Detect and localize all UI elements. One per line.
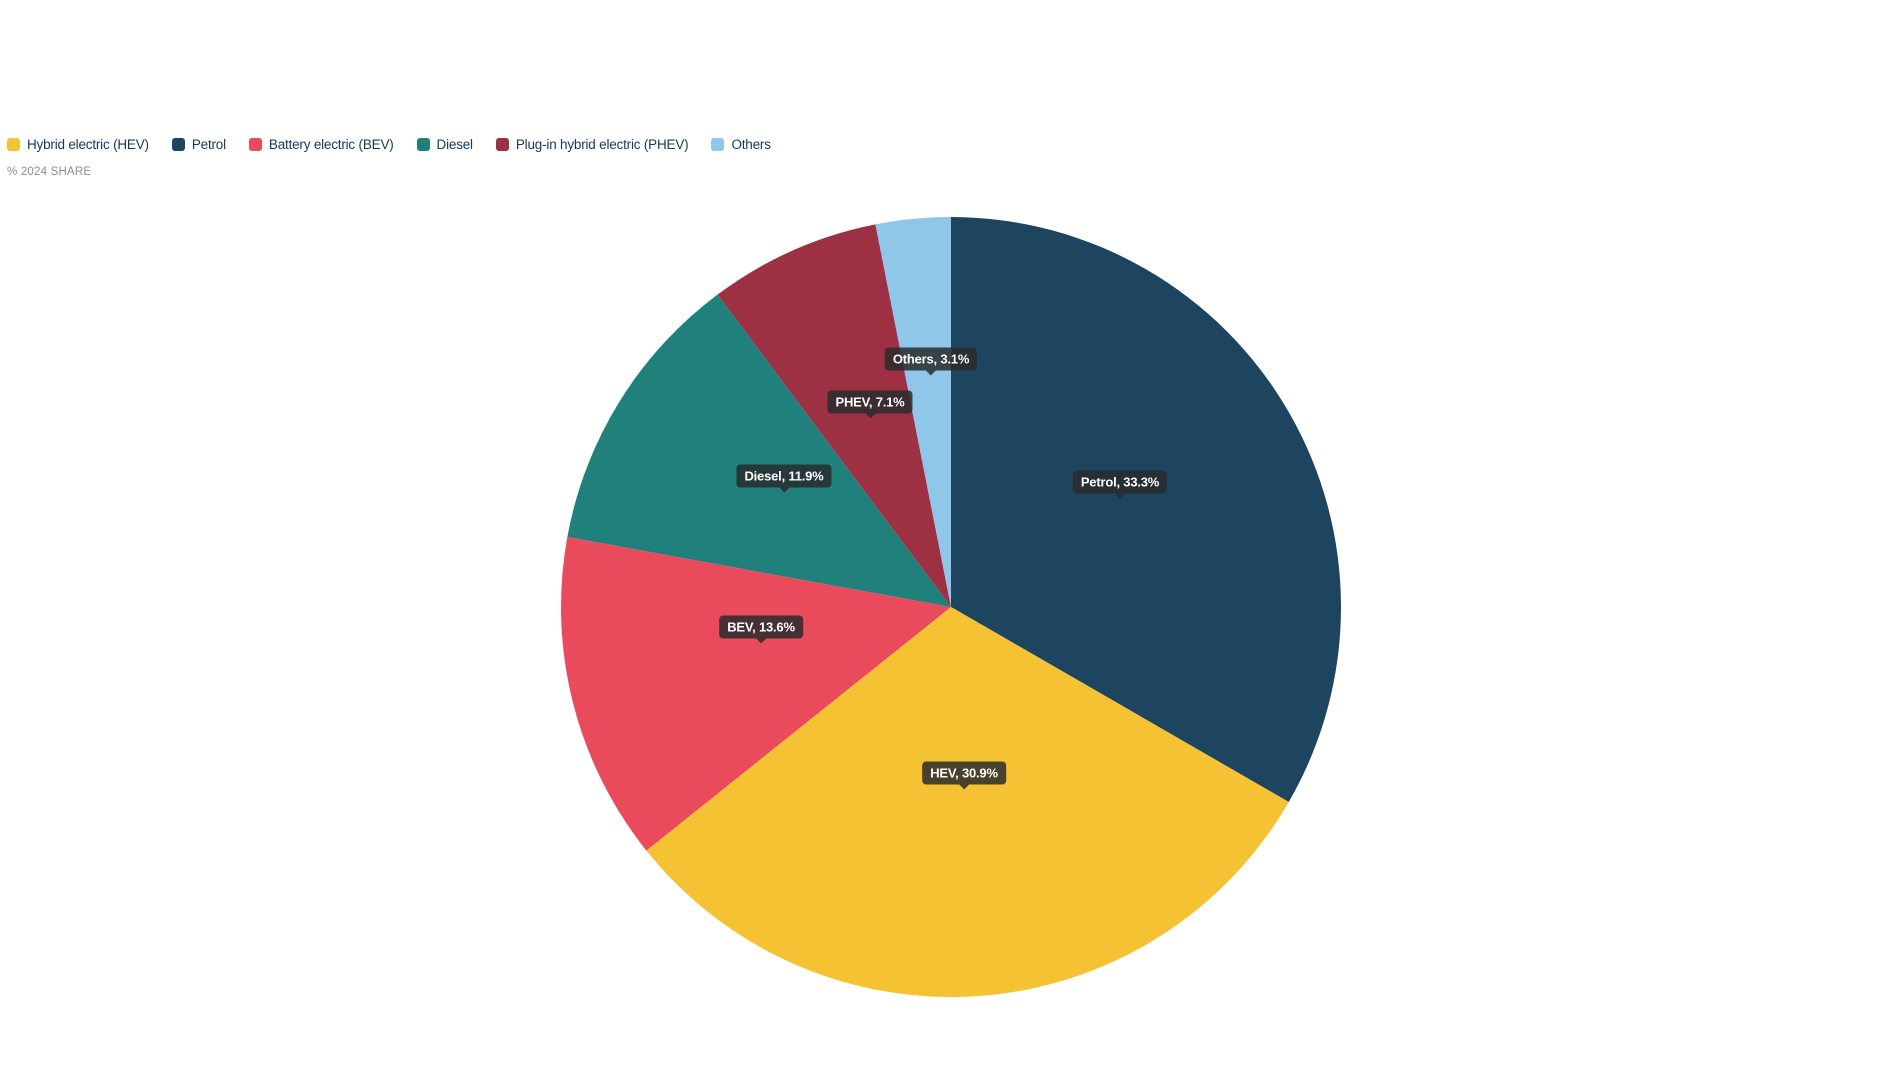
legend-swatch [248, 138, 262, 152]
legend-item-plug-in-hybrid-electric-phev[interactable]: Plug-in hybrid electric (PHEV) [495, 137, 689, 152]
legend-item-label: Others [731, 137, 771, 152]
legend-item-others[interactable]: Others [711, 137, 771, 152]
legend-item-label: Battery electric (BEV) [268, 137, 394, 152]
legend-swatch [171, 138, 185, 152]
legend-swatch [7, 138, 20, 152]
legend-item-label: Diesel [436, 137, 474, 152]
pie-slice-petrol[interactable] [951, 217, 1342, 802]
legend-item-label: Plug-in hybrid electric (PHEV) [515, 137, 689, 152]
chart-subtitle: % 2024 SHARE [7, 166, 92, 178]
legend-item-battery-electric-bev[interactable]: Battery electric (BEV) [248, 137, 394, 152]
pie-slice-diesel[interactable] [567, 294, 951, 607]
legend-item-hybrid-electric-hev[interactable]: Hybrid electric (HEV) [7, 138, 149, 152]
pie-slice-hev[interactable] [646, 607, 1289, 998]
legend-swatch [711, 138, 725, 152]
legend-item-diesel[interactable]: Diesel [416, 137, 474, 152]
legend-swatch [495, 138, 509, 152]
pie-slice-others[interactable] [875, 217, 951, 607]
legend-item-petrol[interactable]: Petrol [171, 137, 226, 152]
pie-slice-phev[interactable] [717, 224, 951, 607]
legend: Hybrid electric (HEV) Petrol Battery elect… [7, 138, 771, 152]
legend-item-label: Hybrid electric (HEV) [27, 137, 149, 152]
legend-swatch [416, 138, 430, 152]
pie-slice-bev[interactable] [561, 536, 951, 851]
legend-item-label: Petrol [191, 137, 226, 152]
